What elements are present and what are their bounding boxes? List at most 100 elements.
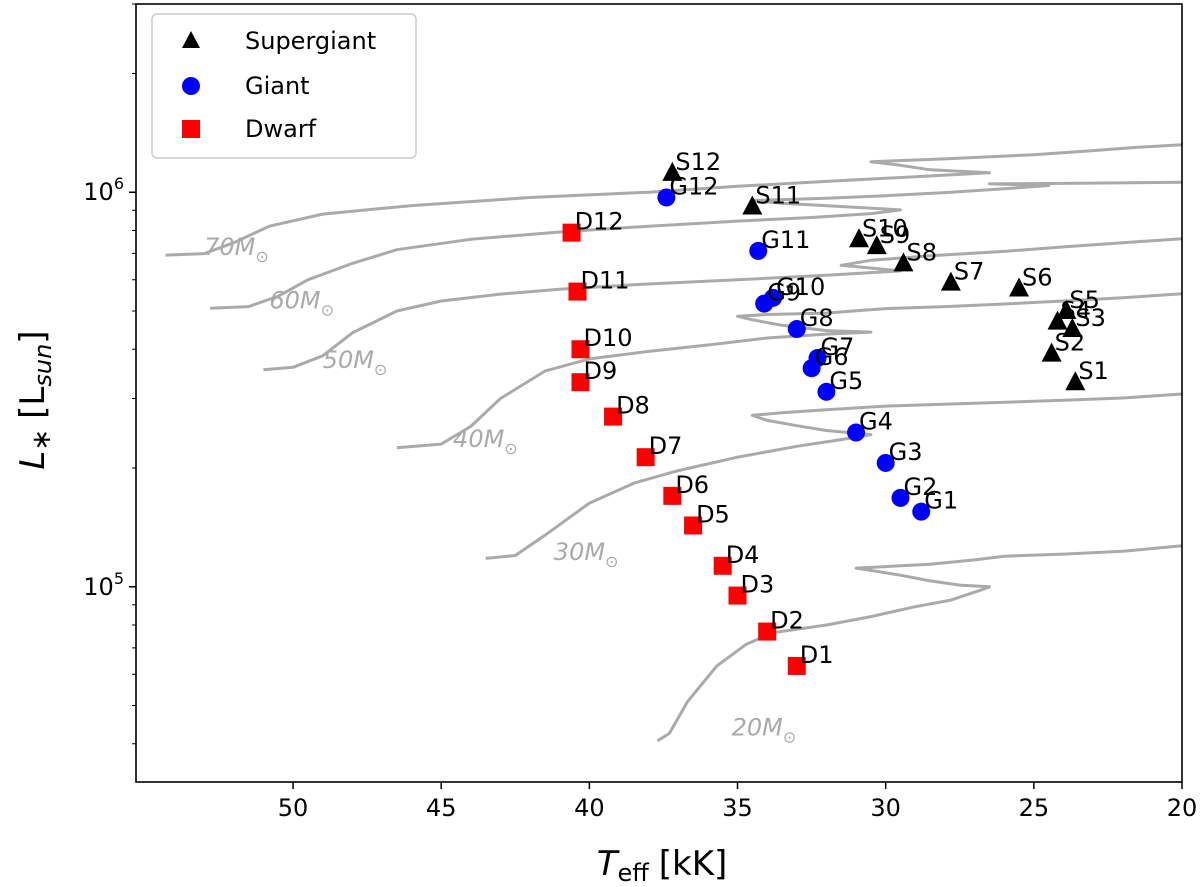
label-g12: G12 [669,172,718,200]
label-s11: S11 [755,182,801,210]
label-g6: G6 [815,343,849,371]
data-points [562,161,1086,675]
label-d12: D12 [575,208,624,236]
track-label-2: 40M⊙ [453,425,518,458]
point-d5 [684,516,703,535]
x-tick-label-45: 45 [426,794,457,822]
x-tick-label-20: 20 [1167,794,1198,822]
label-s8: S8 [906,238,937,266]
plot-frame [135,3,1183,783]
point-d6 [663,486,682,505]
point-g3 [876,453,895,472]
label-d8: D8 [616,392,650,420]
track-label-0: 20M⊙ [732,713,797,746]
label-s10: S10 [862,214,908,242]
track-line-5 [165,143,1183,257]
point-s12 [662,161,683,181]
track-line-0 [656,544,1183,743]
x-axis-title: Teff [kK] [597,844,728,887]
point-d12 [562,223,581,242]
track-line-3 [263,237,1183,372]
point-s7 [940,271,961,291]
point-s3 [1062,318,1083,338]
legend-marker-supergiant [182,31,200,48]
label-g4: G4 [859,408,893,436]
label-d6: D6 [675,471,709,499]
point-s8 [893,252,914,272]
label-d10: D10 [583,324,632,352]
track-label-1: 30M⊙ [554,538,619,571]
legend: Supergiant Giant Dwarf [151,13,417,159]
point-d7 [636,448,655,467]
label-s2: S2 [1055,329,1086,357]
point-d1 [787,656,806,675]
x-tick-label-40: 40 [574,794,605,822]
point-d11 [568,282,587,301]
legend-box [151,13,417,159]
point-s1 [1065,371,1086,391]
x-tick-label-50: 50 [278,794,309,822]
point-labels: S1S2S3S4S5S6S7S8S9S10S11S12G1G2G3G4G5G6G… [575,148,1109,669]
legend-marker-dwarf [182,120,200,138]
point-d4 [713,556,732,575]
label-d3: D3 [741,571,775,599]
point-g4 [847,423,866,442]
label-g7: G7 [821,333,855,361]
label-g2: G2 [903,473,937,501]
point-g8 [787,320,806,339]
label-s1: S1 [1078,357,1109,385]
point-g1 [912,502,931,521]
evolutionary-tracks: 20M⊙ 30M⊙ 40M⊙ 50M⊙ 60M⊙70M⊙ [165,143,1183,746]
point-g2 [891,488,910,507]
y-axis-ticks: 105 106 [83,3,136,745]
point-s11 [742,195,763,215]
point-g11 [749,241,768,260]
label-g8: G8 [800,304,834,332]
label-d4: D4 [726,541,760,569]
legend-marker-giant [182,77,200,95]
label-d1: D1 [800,641,834,669]
label-d7: D7 [649,432,683,460]
point-g12 [657,188,676,207]
track-line-1 [485,392,1183,560]
x-tick-label-35: 35 [722,794,753,822]
point-d10 [571,340,590,359]
label-d5: D5 [696,500,730,528]
legend-label-giant: Giant [245,72,310,100]
label-s12: S12 [675,148,721,176]
label-d9: D9 [583,357,617,385]
legend-label-dwarf: Dwarf [245,115,317,143]
label-g10: G10 [776,273,825,301]
label-s7: S7 [954,258,985,286]
point-s9 [866,235,887,255]
y-tick-label-6: 106 [83,174,124,206]
point-s2 [1041,342,1062,362]
label-d2: D2 [770,607,804,635]
label-g11: G11 [761,226,810,254]
track-label-3: 50M⊙ [323,346,388,379]
point-s4 [1047,310,1068,330]
y-axis-title: L∗[Lsun] [13,330,57,469]
point-s6 [1009,277,1030,297]
point-d2 [758,622,777,641]
point-s5 [1056,300,1077,320]
label-s6: S6 [1022,264,1053,292]
label-s3: S3 [1075,304,1106,332]
point-g7 [808,349,827,368]
y-tick-label-5: 105 [83,569,124,601]
x-axis-ticks: 50 45 40 35 30 25 20 [278,782,1197,822]
point-s10 [849,228,870,248]
track-label-5: 70M⊙ [204,233,269,266]
point-g5 [817,382,836,401]
label-g3: G3 [889,438,923,466]
x-tick-label-30: 30 [870,794,901,822]
point-d8 [604,407,623,426]
legend-label-supergiant: Supergiant [245,27,376,55]
label-g1: G1 [924,487,958,515]
point-d9 [571,373,590,392]
x-tick-label-25: 25 [1019,794,1050,822]
label-s4: S4 [1061,297,1092,325]
label-g9: G9 [767,279,801,307]
label-s5: S5 [1069,286,1100,314]
